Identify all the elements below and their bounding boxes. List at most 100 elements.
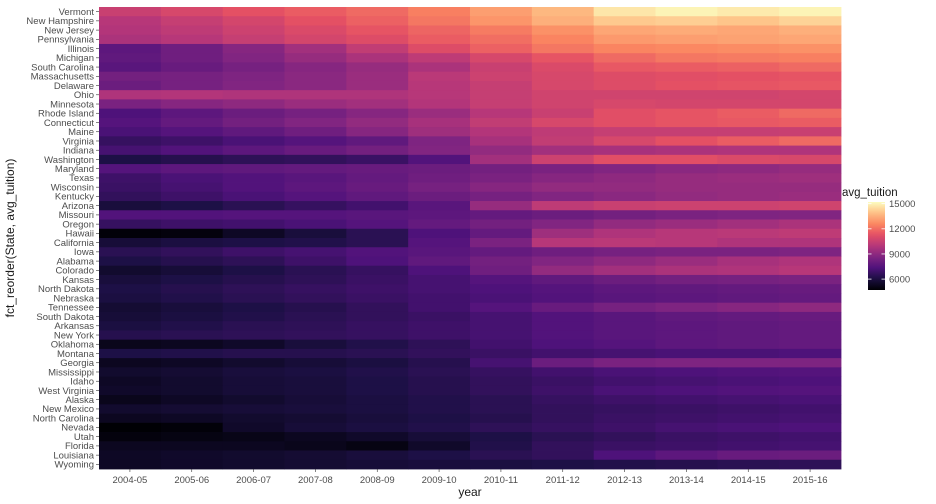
- heatmap-cell: [593, 238, 656, 248]
- heatmap-cell: [408, 7, 471, 17]
- heatmap-cell: [222, 302, 285, 313]
- heatmap-cell: [160, 25, 224, 36]
- heatmap-cell: [408, 293, 471, 304]
- heatmap-cell: [593, 90, 656, 100]
- heatmap-cell: [655, 395, 718, 405]
- heatmap-cell: [779, 321, 842, 331]
- heatmap-cell: [222, 247, 285, 257]
- heatmap-cell: [346, 191, 409, 202]
- legend-tick-label: 9000: [889, 249, 910, 260]
- heatmap-cell: [717, 348, 780, 359]
- heatmap-cell: [593, 441, 656, 451]
- heatmap-cell: [531, 247, 595, 257]
- heatmap-cell: [99, 43, 162, 54]
- heatmap-cell: [470, 293, 533, 304]
- heatmap-cell: [408, 302, 471, 313]
- heatmap-cell: [408, 256, 471, 267]
- heatmap-cell: [531, 145, 595, 156]
- heatmap-cell: [593, 43, 656, 54]
- heatmap-cell: [408, 450, 471, 461]
- heatmap-cell: [284, 210, 347, 220]
- heatmap-cell: [593, 274, 656, 285]
- y-tick-label: Oregon: [62, 219, 94, 230]
- heatmap-cell: [346, 53, 409, 63]
- heatmap-cell: [717, 117, 780, 128]
- heatmap-cell: [160, 404, 224, 414]
- heatmap-cell: [160, 302, 224, 313]
- heatmap-cell: [593, 164, 656, 174]
- heatmap-cell: [593, 450, 656, 461]
- heatmap-cell: [593, 182, 656, 193]
- heatmap-cell: [284, 348, 347, 359]
- heatmap-cell: [99, 7, 162, 17]
- heatmap-cell: [655, 238, 718, 248]
- heatmap-cell: [408, 432, 471, 442]
- heatmap-cell: [222, 228, 285, 239]
- heatmap-cell: [346, 358, 409, 368]
- y-tick-label: South Dakota: [36, 312, 94, 323]
- y-tick-label: Wisconsin: [51, 182, 94, 193]
- heatmap-cell: [160, 182, 224, 193]
- heatmap-cell: [222, 154, 285, 165]
- heatmap-cell: [408, 80, 471, 91]
- heatmap-cell: [470, 228, 533, 239]
- x-tick-label: 2012-13: [607, 475, 642, 486]
- y-tick-label: Hawaii: [65, 229, 94, 240]
- heatmap-cell: [284, 404, 347, 414]
- heatmap-cell: [160, 247, 224, 257]
- heatmap-cell: [655, 182, 718, 193]
- heatmap-cell: [717, 80, 780, 91]
- heatmap-cell: [99, 376, 162, 387]
- heatmap-cell: [593, 330, 656, 341]
- heatmap-cell: [779, 7, 842, 17]
- heatmap-cell: [717, 90, 780, 100]
- heatmap-cell: [531, 367, 595, 377]
- x-tick-label: 2013-14: [669, 475, 704, 486]
- heatmap-cell: [470, 154, 533, 165]
- heatmap-cell: [408, 413, 471, 424]
- heatmap-cell: [779, 367, 842, 377]
- heatmap-cell: [717, 367, 780, 377]
- heatmap-cell: [160, 284, 224, 294]
- heatmap-cell: [655, 145, 718, 156]
- heatmap-cell: [408, 182, 471, 193]
- heatmap-cell: [531, 71, 595, 82]
- heatmap-cell: [531, 173, 595, 183]
- heatmap-cell: [593, 228, 656, 239]
- heatmap-cell: [717, 136, 780, 146]
- heatmap-cell: [779, 127, 842, 137]
- heatmap-cell: [779, 34, 842, 45]
- heatmap-cell: [222, 422, 285, 433]
- heatmap-cell: [717, 459, 780, 470]
- heatmap-cell: [470, 413, 533, 424]
- heatmap-cell: [470, 164, 533, 174]
- heatmap-cell: [160, 293, 224, 304]
- heatmap-cell: [160, 108, 224, 119]
- y-tick-label: Ohio: [74, 90, 94, 101]
- heatmap-cell: [531, 284, 595, 294]
- heatmap-cell: [717, 34, 780, 45]
- heatmap-cell: [470, 321, 533, 331]
- heatmap-cell: [160, 219, 224, 230]
- heatmap-cell: [222, 376, 285, 387]
- y-tick-label: Connecticut: [44, 118, 95, 129]
- heatmap-cell: [408, 339, 471, 350]
- heatmap-cell: [284, 247, 347, 257]
- heatmap-cell: [655, 293, 718, 304]
- heatmap-cell: [222, 99, 285, 110]
- heatmap-cell: [470, 256, 533, 267]
- heatmap-cell: [655, 274, 718, 285]
- heatmap-cell: [531, 117, 595, 128]
- heatmap-cell: [593, 7, 656, 17]
- heatmap-cell: [222, 191, 285, 202]
- heatmap-cell: [655, 441, 718, 451]
- heatmap-cell: [99, 404, 162, 414]
- heatmap-cell: [284, 80, 347, 91]
- heatmap-cell: [470, 136, 533, 146]
- heatmap-cell: [222, 450, 285, 461]
- heatmap-cell: [284, 274, 347, 285]
- heatmap-cell: [346, 90, 409, 100]
- heatmap-cell: [346, 108, 409, 119]
- heatmap-cell: [222, 16, 285, 26]
- y-tick-label: New Mexico: [42, 404, 94, 415]
